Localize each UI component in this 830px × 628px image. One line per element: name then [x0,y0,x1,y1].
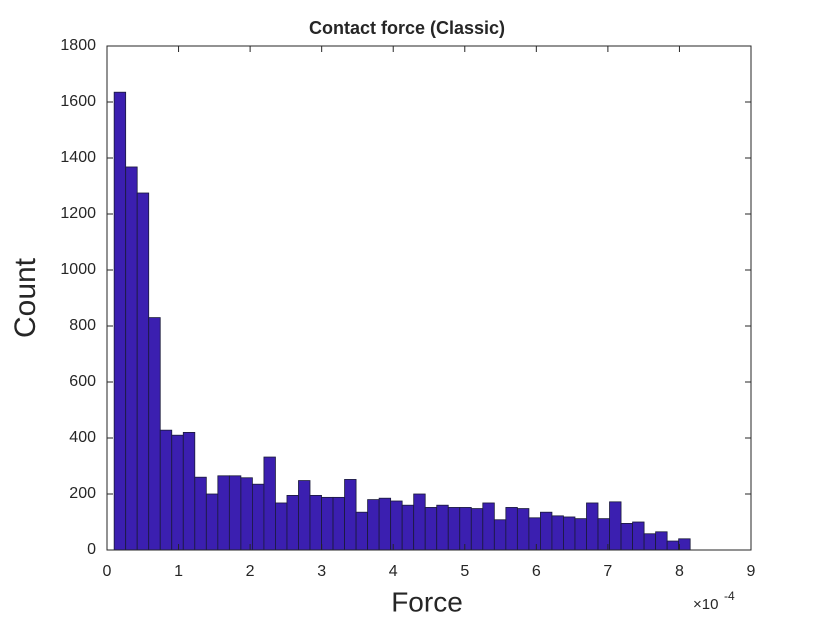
x-tick-label: 9 [747,563,756,580]
bar [148,317,161,551]
bar [586,502,599,551]
bar [390,500,403,551]
bar [321,496,334,551]
y-tick-label: 1200 [60,205,96,222]
x-tick-label: 0 [103,563,112,580]
x-tick-label: 7 [603,563,612,580]
x-tick-label: 1 [174,563,183,580]
bar [286,494,299,551]
x-axis-label: Force [391,586,463,617]
y-tick-label: 1800 [60,37,96,54]
y-tick-label: 1400 [60,149,96,166]
bar [205,493,219,551]
x-multiplier-exponent: -4 [724,589,735,603]
bar [171,434,184,551]
bar [424,507,438,551]
axes-box [106,45,752,551]
bar [182,431,196,551]
bar [355,511,369,551]
bar [655,531,668,551]
y-tick-label: 1000 [60,261,96,278]
bar [194,476,207,551]
bar [505,507,518,551]
x-multiplier-base: ×10 [693,596,718,613]
bar [309,494,322,551]
bar [447,507,461,551]
chart-title: Contact force (Classic) [309,18,505,38]
bar [459,507,472,551]
x-tick-label: 8 [675,563,684,580]
y-tick-label: 1600 [60,93,96,110]
bar [620,523,633,551]
bar [516,508,530,551]
bar [240,477,253,551]
bar [413,493,426,551]
bar [551,515,564,551]
x-tick-label: 4 [389,563,398,580]
bar [125,166,138,551]
bar [263,456,276,551]
bar [470,508,484,551]
y-axis-label: Count [9,257,42,338]
bar [298,480,311,551]
x-tick-label: 6 [532,563,541,580]
bar [159,429,173,551]
bar [493,519,507,551]
bar [574,518,587,551]
bar [528,517,541,551]
bar [252,483,265,551]
x-tick-label: 5 [460,563,469,580]
bar [217,475,230,551]
bar [540,511,553,551]
bar [344,479,357,551]
bar [367,499,380,551]
bar [275,502,288,551]
bar [332,496,345,551]
bar [113,91,127,551]
bar [632,521,645,551]
y-tick-label: 800 [69,317,96,334]
bar [482,502,495,551]
bar [436,504,449,551]
x-tick-label: 3 [317,563,326,580]
bar [609,501,622,551]
bar [401,504,415,551]
bar [678,538,691,551]
y-tick-label: 600 [69,373,96,390]
y-tick-label: 400 [69,429,96,446]
y-tick-label: 0 [87,541,96,558]
bar [643,533,657,551]
bar [666,540,680,551]
bar [378,497,392,551]
bar [228,475,242,551]
bar [136,192,150,551]
y-tick-label: 200 [69,485,96,502]
x-tick-label: 2 [246,563,255,580]
bar [563,516,576,551]
